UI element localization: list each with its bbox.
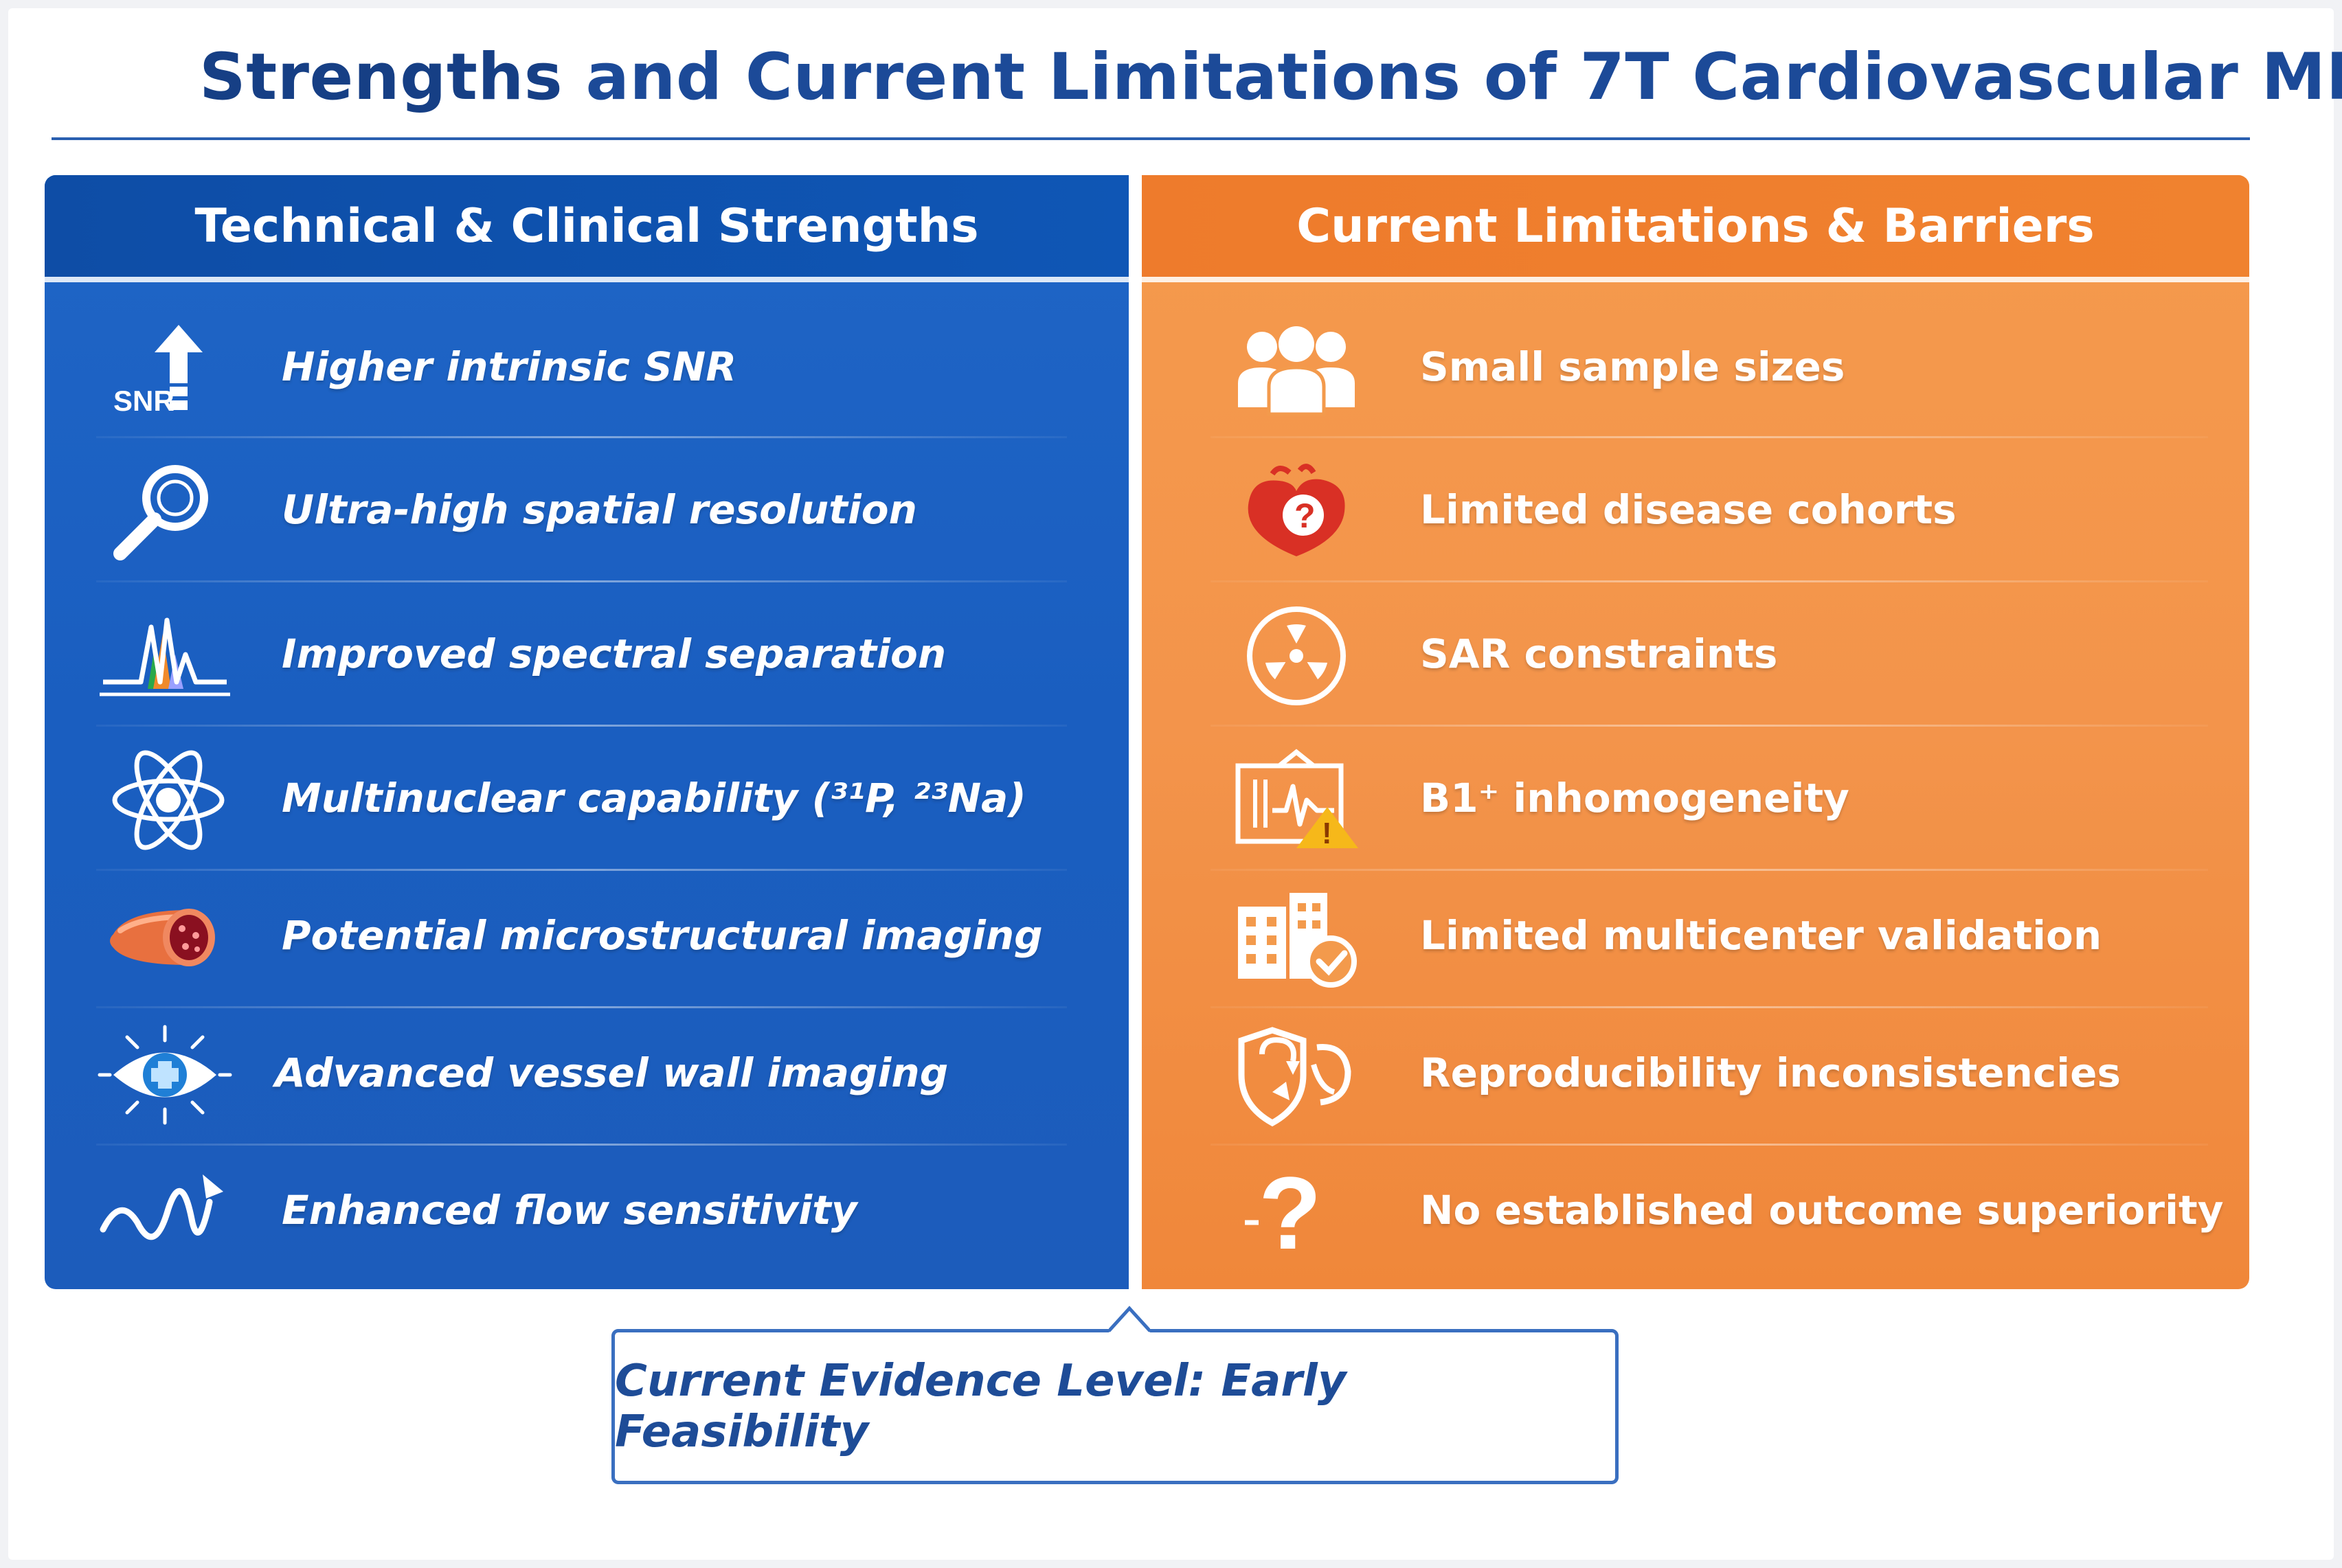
limitation-row: ? No established outcome superiority bbox=[1142, 1146, 2249, 1283]
limitation-row: Reproducibility inconsistencies bbox=[1142, 1008, 2249, 1146]
strengths-header: Technical & Clinical Strengths bbox=[45, 175, 1129, 277]
strengths-panel: Technical & Clinical Strengths SNR Highe… bbox=[45, 175, 1129, 1289]
row-divider bbox=[1211, 1006, 2208, 1008]
svg-text:?: ? bbox=[1259, 1155, 1322, 1271]
limitations-panel: Current Limitations & Barriers Small sam… bbox=[1142, 175, 2249, 1289]
snr-icon-text: SNR bbox=[113, 385, 174, 417]
limitation-label: No established outcome superiority bbox=[1420, 1187, 2224, 1234]
heart-question-icon: ? bbox=[1231, 460, 1362, 563]
row-divider bbox=[1211, 725, 2208, 727]
vessel-cross-section-icon bbox=[100, 886, 230, 989]
title-rest: and Current Limitations of 7T Cardiovasc… bbox=[585, 40, 2342, 115]
snr-up-arrow-icon: SNR bbox=[100, 318, 230, 421]
strength-label: Improved spectral separation bbox=[282, 630, 947, 677]
limitation-label: Limited multicenter validation bbox=[1420, 912, 2102, 959]
limitation-row: Small sample sizes bbox=[1142, 301, 2249, 438]
row-divider bbox=[1211, 580, 2208, 582]
limitations-header: Current Limitations & Barriers bbox=[1142, 175, 2249, 277]
people-group-icon bbox=[1231, 318, 1362, 421]
limitation-label: Limited disease cohorts bbox=[1420, 486, 1957, 533]
title-first-word: Strengths bbox=[199, 40, 563, 115]
buildings-check-icon bbox=[1231, 886, 1362, 989]
strength-row: Enhanced flow sensitivity bbox=[45, 1146, 1129, 1283]
row-divider bbox=[96, 725, 1067, 727]
limitations-header-rule bbox=[1142, 277, 2249, 282]
vessel-wall-eye-icon bbox=[98, 1023, 232, 1126]
field-warning-icon: ! bbox=[1231, 749, 1362, 852]
strength-label: Multinuclear capability (³¹P, ²³Na) bbox=[282, 775, 1026, 821]
strength-row: Improved spectral separation bbox=[45, 589, 1129, 727]
limitation-row: Limited multicenter validation bbox=[1142, 871, 2249, 1008]
evidence-level-box: Current Evidence Level: Early Feasibilit… bbox=[611, 1329, 1619, 1484]
strength-row: Advanced vessel wall imaging bbox=[45, 1008, 1129, 1146]
row-divider bbox=[96, 436, 1067, 438]
limitation-row: ! B1⁺ inhomogeneity bbox=[1142, 734, 2249, 871]
row-divider bbox=[1211, 869, 2208, 871]
row-divider bbox=[96, 1144, 1067, 1146]
limitation-label: B1⁺ inhomogeneity bbox=[1420, 775, 1849, 821]
limitation-row: SAR constraints bbox=[1142, 589, 2249, 727]
limitation-label: Reproducibility inconsistencies bbox=[1420, 1049, 2121, 1096]
flow-wave-icon bbox=[100, 1161, 230, 1264]
strengths-header-rule bbox=[45, 277, 1129, 282]
evidence-level-label: Current Evidence Level: Early Feasibilit… bbox=[615, 1356, 1347, 1457]
strength-row: SNR Higher intrinsic SNR bbox=[45, 301, 1129, 438]
row-divider bbox=[1211, 1144, 2208, 1146]
limitation-label: SAR constraints bbox=[1420, 630, 1778, 677]
strength-label: Potential microstructural imaging bbox=[282, 912, 1043, 959]
row-divider bbox=[96, 580, 1067, 582]
row-divider bbox=[96, 1006, 1067, 1008]
question-heartbeat-icon: ? bbox=[1231, 1155, 1362, 1271]
page-title: Strengths and Current Limitations of 7T … bbox=[199, 40, 2342, 115]
limitation-row: ? Limited disease cohorts bbox=[1142, 445, 2249, 582]
spectrum-peaks-icon bbox=[100, 606, 230, 709]
strength-label: Ultra-high spatial resolution bbox=[282, 486, 917, 533]
callout-pointer bbox=[1109, 1306, 1150, 1332]
strength-label: Higher intrinsic SNR bbox=[282, 343, 736, 390]
shield-arrows-icon bbox=[1231, 1023, 1362, 1127]
magnifier-icon bbox=[100, 460, 230, 563]
strength-row: Ultra-high spatial resolution bbox=[45, 445, 1129, 582]
title-divider bbox=[52, 137, 2250, 140]
strength-row: Potential microstructural imaging bbox=[45, 871, 1129, 1008]
strength-row: Multinuclear capability (³¹P, ²³Na) bbox=[45, 734, 1129, 871]
row-divider bbox=[96, 869, 1067, 871]
radiation-icon bbox=[1231, 604, 1362, 707]
atom-icon bbox=[100, 749, 230, 852]
row-divider bbox=[1211, 436, 2208, 438]
strength-label: Enhanced flow sensitivity bbox=[282, 1187, 857, 1234]
strength-label: Advanced vessel wall imaging bbox=[275, 1049, 949, 1096]
limitation-label: Small sample sizes bbox=[1420, 343, 1845, 390]
svg-text:?: ? bbox=[1294, 497, 1316, 535]
svg-text:!: ! bbox=[1322, 817, 1332, 850]
